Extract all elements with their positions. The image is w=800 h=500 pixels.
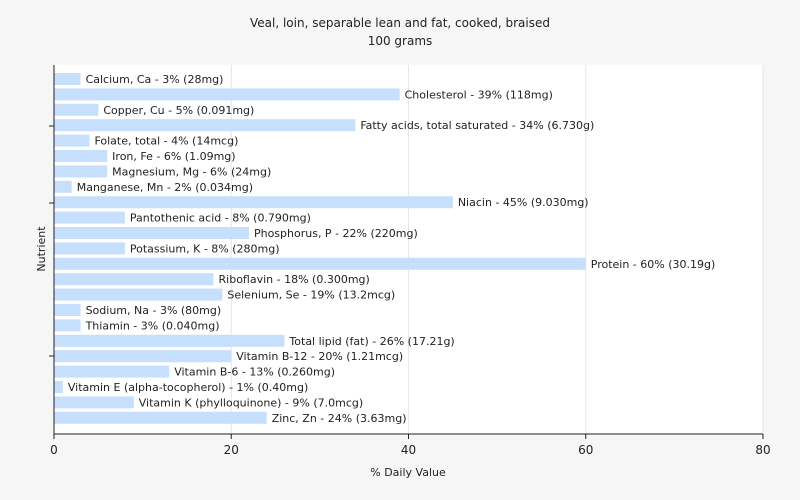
bar-label: Vitamin E (alpha-tocopherol) - 1% (0.40m… — [68, 381, 308, 394]
bar — [54, 257, 586, 270]
bar — [54, 165, 108, 178]
bar — [54, 134, 90, 147]
bar — [54, 381, 63, 393]
bar — [54, 396, 134, 409]
bar-label: Vitamin K (phylloquinone) - 9% (7.0mcg) — [139, 396, 363, 409]
bar-label: Protein - 60% (30.19g) — [591, 258, 716, 271]
bar-label: Niacin - 45% (9.030mg) — [458, 196, 589, 209]
bar-label: Potassium, K - 8% (280mg) — [130, 242, 280, 255]
bar-label: Sodium, Na - 3% (80mg) — [86, 304, 222, 317]
chart-subtitle: 100 grams — [368, 34, 433, 48]
bar — [54, 180, 72, 193]
bar-label: Total lipid (fat) - 26% (17.21g) — [288, 335, 454, 348]
bar — [54, 227, 249, 239]
bar-label: Calcium, Ca - 3% (28mg) — [86, 73, 224, 86]
x-axis-ticks: 0 20 40 60 80 — [50, 434, 771, 457]
bar-label: Zinc, Zn - 24% (3.63mg) — [272, 412, 407, 425]
bars — [54, 73, 586, 424]
x-tick-label: 0 — [50, 443, 58, 457]
bar — [54, 411, 267, 424]
bar-label: Cholesterol - 39% (118mg) — [405, 88, 553, 101]
bar — [54, 365, 170, 378]
bar — [54, 334, 285, 347]
bar — [54, 350, 232, 363]
bar-label: Pantothenic acid - 8% (0.790mg) — [130, 212, 311, 225]
bar — [54, 273, 214, 286]
bar-label: Selenium, Se - 19% (13.2mcg) — [227, 289, 395, 302]
chart-title: Veal, loin, separable lean and fat, cook… — [250, 16, 550, 30]
bar-label: Phosphorus, P - 22% (220mg) — [254, 227, 418, 240]
bar-label: Folate, total - 4% (14mcg) — [94, 135, 238, 148]
x-tick-label: 60 — [578, 443, 593, 457]
bar — [54, 242, 125, 255]
bar-label: Iron, Fe - 6% (1.09mg) — [112, 150, 235, 163]
y-axis-ticks — [49, 125, 54, 357]
x-axis-title: % Daily Value — [370, 466, 446, 479]
x-tick-label: 80 — [755, 443, 770, 457]
bar-labels: Calcium, Ca - 3% (28mg) Cholesterol - 39%… — [68, 73, 715, 425]
bar-label: Manganese, Mn - 2% (0.034mg) — [77, 181, 253, 194]
bar — [54, 196, 453, 209]
bar-label: Fatty acids, total saturated - 34% (6.73… — [360, 119, 594, 132]
bar-label: Magnesium, Mg - 6% (24mg) — [112, 165, 271, 178]
bar — [54, 211, 125, 224]
y-axis-title: Nutrient — [35, 226, 48, 272]
bar — [54, 288, 223, 301]
x-tick-label: 40 — [401, 443, 416, 457]
x-tick-label: 20 — [224, 443, 239, 457]
bar — [54, 103, 99, 116]
bar-label: Vitamin B-6 - 13% (0.260mg) — [174, 366, 335, 379]
bar — [54, 304, 81, 316]
bar — [54, 73, 81, 85]
bar — [54, 150, 108, 162]
bar-label: Vitamin B-12 - 20% (1.21mcg) — [236, 350, 403, 363]
bar — [54, 119, 356, 132]
bar — [54, 88, 400, 101]
bar — [54, 319, 81, 332]
bar-label: Thiamin - 3% (0.040mg) — [85, 319, 220, 332]
bar-label: Copper, Cu - 5% (0.091mg) — [103, 104, 254, 117]
bar-label: Riboflavin - 18% (0.300mg) — [219, 273, 370, 286]
